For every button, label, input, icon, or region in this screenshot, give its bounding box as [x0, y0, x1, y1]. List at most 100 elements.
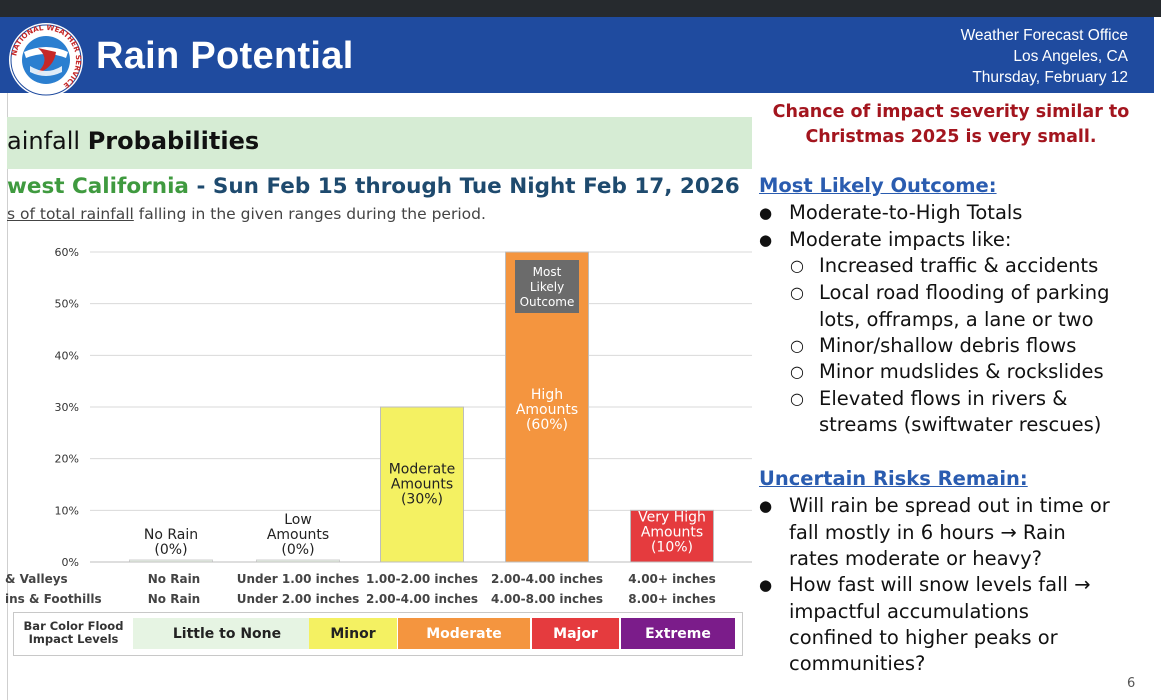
- bar-data-label: (10%): [651, 539, 693, 555]
- chart-subtitle: west California - Sun Feb 15 through Tue…: [7, 174, 740, 199]
- impact-text: Elevated flows in rivers &: [819, 387, 1068, 410]
- bullet-dot-icon: ●: [759, 231, 773, 249]
- y-tick-label: 60%: [55, 246, 79, 259]
- legend-moderate: Moderate: [398, 618, 530, 649]
- legend-minor: Minor: [309, 618, 397, 649]
- x-category-label: 8.00+ inches: [628, 592, 715, 606]
- legend-header-line2: Impact Levels: [28, 632, 119, 646]
- bar-data-label: (60%): [526, 417, 568, 433]
- section-title-bold: Probabilities: [87, 127, 260, 155]
- bar: [630, 509, 714, 563]
- region-name: west California: [7, 174, 189, 199]
- bullet-circle-icon: ○: [790, 256, 804, 275]
- rainfall-bar-chart: 0%10%20%30%40%50%60%No Rain(0%)LowAmount…: [5, 246, 752, 606]
- severity-note: Chance of impact severity similar to Chr…: [755, 100, 1147, 150]
- office-name: Weather Forecast Office: [960, 27, 1128, 44]
- bar-data-label: Amounts: [641, 524, 703, 540]
- desc-rest: falling in the given ranges during the p…: [133, 205, 486, 223]
- subtitle-dash: -: [188, 174, 213, 199]
- uncertain-continuation: fall mostly in 6 hours → Rain: [789, 521, 1066, 544]
- uncertain-continuation: rates moderate or heavy?: [789, 547, 1042, 570]
- severity-note-line2: Christmas 2025 is very small.: [805, 127, 1097, 147]
- x-category-label: 2.00-4.00 inches: [366, 592, 478, 606]
- bar-data-label: High: [531, 387, 563, 403]
- y-tick-label: 0%: [62, 556, 79, 569]
- bar-data-label: (30%): [401, 492, 443, 508]
- impact-continuation: streams (swiftwater rescues): [819, 413, 1102, 436]
- x-category-label: No Rain: [148, 592, 200, 606]
- bar-data-label: Amounts: [516, 402, 578, 418]
- uncertain-heading: Uncertain Risks Remain:: [759, 467, 1028, 490]
- most-likely-heading: Most Likely Outcome:: [759, 174, 997, 197]
- legend-major: Major: [532, 618, 619, 649]
- uncertain-text: How fast will snow levels fall →: [789, 573, 1091, 596]
- desc-underlined: s of total rainfall: [7, 205, 134, 223]
- severity-note-line1: Chance of impact severity similar to: [772, 102, 1130, 122]
- uncertain-continuation: communities?: [789, 652, 926, 675]
- bullet-circle-icon: ○: [790, 336, 804, 355]
- annotation-text: Likely: [530, 280, 564, 294]
- x-category-label: 4.00-8.00 inches: [491, 592, 603, 606]
- uncertain-continuation: confined to higher peaks or: [789, 626, 1058, 649]
- forecast-period: Sun Feb 15 through Tue Night Feb 17, 202…: [212, 174, 740, 199]
- bar-data-label: Moderate: [389, 462, 456, 478]
- bar-data-label: No Rain: [144, 527, 198, 543]
- bar: [380, 406, 464, 563]
- impact-text: Increased traffic & accidents: [819, 254, 1099, 277]
- header-date: Thursday, February 12: [972, 69, 1128, 86]
- bullet-circle-icon: ○: [790, 362, 804, 381]
- office-block: Weather Forecast Office Los Angeles, CA …: [961, 25, 1128, 88]
- x-category-label: 2.00-4.00 inches: [491, 572, 603, 586]
- most-likely-box: [515, 260, 579, 313]
- x-category-label: Under 2.00 inches: [237, 592, 360, 606]
- likely-bullet-text: Moderate impacts like:: [789, 228, 1012, 251]
- impact-continuation: lots, offramps, a lane or two: [819, 308, 1094, 331]
- legend-header-line1: Bar Color Flood: [23, 619, 124, 633]
- annotation-text: Outcome: [520, 295, 575, 309]
- nws-logo-icon: NATIONAL WEATHER SERVICE: [9, 23, 83, 97]
- bar-data-label: Amounts: [391, 477, 453, 493]
- legend-header: Bar Color Flood Impact Levels: [14, 613, 133, 655]
- header-bar: NATIONAL WEATHER SERVICE Rain Potential …: [0, 17, 1154, 97]
- bullet-circle-icon: ○: [790, 389, 804, 408]
- top-strip: [0, 0, 1161, 17]
- bullet-dot-icon: ●: [759, 204, 773, 222]
- x-category-label: 1.00-2.00 inches: [366, 572, 478, 586]
- y-tick-label: 40%: [55, 349, 79, 362]
- bullet-dot-icon: ●: [759, 497, 773, 515]
- bullet-dot-icon: ●: [759, 576, 773, 594]
- uncertain-continuation: impactful accumulations: [789, 600, 1029, 623]
- y-tick-label: 10%: [55, 504, 79, 517]
- page-number: 6: [1127, 676, 1136, 691]
- bar-data-label: Very High: [638, 509, 706, 525]
- impact-text: Minor mudslides & rockslides: [819, 360, 1104, 383]
- section-title-prefix: ainfall: [7, 127, 81, 155]
- x-category-label: 4.00+ inches: [628, 572, 715, 586]
- legend-little-to-none: Little to None: [133, 618, 321, 649]
- impact-text: Local road flooding of parking: [819, 281, 1110, 304]
- bar-data-label: Low: [284, 512, 312, 528]
- likely-bullet-text: Moderate-to-High Totals: [789, 201, 1023, 224]
- annotation-text: Most: [533, 265, 562, 279]
- section-title-band: [7, 117, 752, 169]
- impact-text: Minor/shallow debris flows: [819, 334, 1077, 357]
- chart-description: s of total rainfall falling in the given…: [7, 205, 486, 223]
- legend-extreme: Extreme: [621, 618, 735, 649]
- y-tick-label: 50%: [55, 298, 79, 311]
- office-location: Los Angeles, CA: [1013, 48, 1128, 65]
- x-category-label: No Rain: [148, 572, 200, 586]
- section-title: ainfall Probabilities: [7, 127, 259, 155]
- bar-data-label: Amounts: [267, 527, 329, 543]
- slide-left-edge: [0, 93, 8, 700]
- y-tick-label: 20%: [55, 453, 79, 466]
- row-label-valleys: & Valleys: [5, 572, 68, 586]
- bar-data-label: (0%): [281, 542, 314, 558]
- x-category-label: Under 1.00 inches: [237, 572, 360, 586]
- bullet-circle-icon: ○: [790, 283, 804, 302]
- page-title: Rain Potential: [96, 35, 354, 77]
- y-tick-label: 30%: [55, 401, 79, 414]
- uncertain-text: Will rain be spread out in time or: [789, 494, 1110, 517]
- bar-data-label: (0%): [154, 542, 187, 558]
- impact-legend: Bar Color Flood Impact Levels Little to …: [13, 612, 743, 656]
- row-label-foothills: ins & Foothills: [5, 592, 102, 606]
